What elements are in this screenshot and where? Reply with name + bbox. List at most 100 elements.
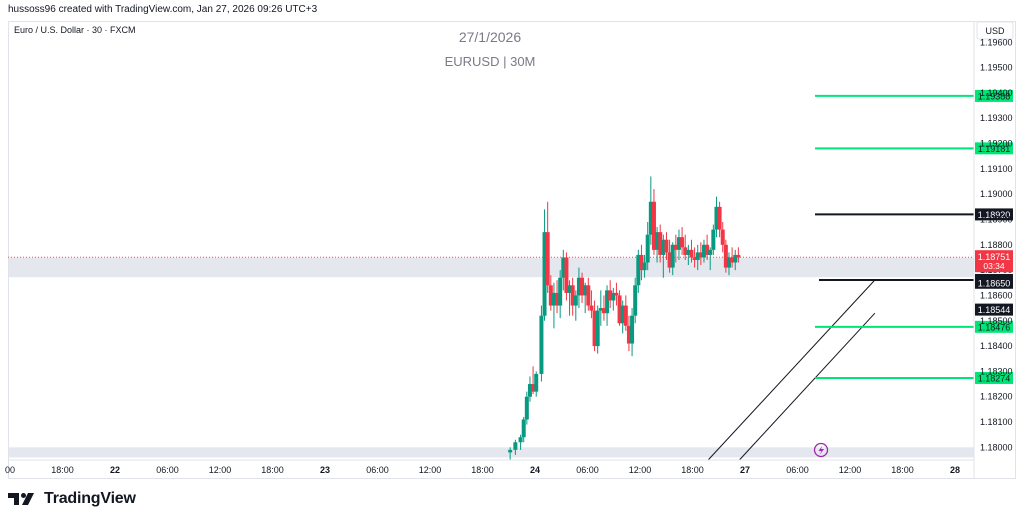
axis-label-tag-0: [975, 276, 1013, 289]
candle-body-60: [701, 244, 706, 258]
candle-body-69: [730, 257, 735, 263]
candle-body-42: [645, 234, 650, 263]
candle-body-25: [592, 310, 597, 347]
candle-body-43: [648, 201, 653, 235]
candle-body-63: [711, 229, 716, 250]
level-label-5: 1.18274: [978, 373, 1011, 383]
time-tick-2: 22: [110, 465, 120, 475]
time-tick-4: 12:00: [209, 465, 232, 475]
candle-body-50: [670, 244, 675, 268]
level-tag-5: [975, 371, 1013, 384]
candle-body-17: [567, 285, 572, 293]
tradingview-logo[interactable]: TradingView: [8, 490, 136, 508]
axis-label-0: 1.18650: [978, 278, 1011, 288]
price-tick-13: 1.18300: [980, 366, 1013, 376]
axis-label-1: 1.18544: [978, 305, 1011, 315]
candle-body-15: [561, 257, 566, 278]
candle-body-33: [617, 295, 622, 324]
time-tick-3: 06:00: [156, 465, 179, 475]
candle-body-23: [586, 285, 591, 306]
candle-body-18: [570, 285, 575, 306]
time-tick-6: 23: [320, 465, 330, 475]
time-tick-0: 00: [5, 465, 15, 475]
candle-body-53: [680, 237, 685, 248]
channel-lower-line[interactable]: [739, 312, 876, 461]
time-tick-8: 12:00: [419, 465, 442, 475]
candle-body-56: [689, 249, 694, 258]
candle-body-52: [676, 237, 681, 250]
currency-button[interactable]: [976, 21, 1014, 40]
axis-label-tag-1: [975, 303, 1013, 316]
candle-body-22: [583, 285, 588, 296]
zone-0: [8, 257, 974, 278]
candle-body-30: [608, 290, 613, 301]
chart-frame: [8, 21, 1016, 479]
price-tick-6: 1.19000: [980, 189, 1013, 199]
candle-body-54: [683, 247, 688, 255]
candle-body-26: [595, 310, 600, 347]
price-tick-8: 1.18800: [980, 240, 1013, 250]
price-tick-14: 1.18200: [980, 392, 1013, 402]
price-tick-15: 1.18100: [980, 417, 1013, 427]
price-tick-16: 1.18000: [980, 442, 1013, 452]
candle-body-5: [527, 384, 532, 397]
candle-body-71: [736, 254, 741, 258]
level-label-2: 1.18920: [978, 210, 1011, 220]
candle-body-31: [611, 292, 616, 301]
candle-body-24: [589, 305, 594, 311]
zone-1: [8, 447, 974, 458]
candle-body-20: [576, 277, 581, 296]
time-tick-1: 18:00: [51, 465, 74, 475]
candle-body-16: [564, 257, 569, 293]
candle-body-2: [518, 437, 523, 443]
price-tick-4: 1.19200: [980, 139, 1013, 149]
candle-body-4: [524, 396, 529, 420]
symbol-line: Euro / U.S. Dollar · 30 · FXCM: [14, 25, 136, 35]
chart-attribution: hussoss96 created with TradingView.com, …: [8, 4, 318, 15]
candle-body-39: [636, 254, 641, 286]
candle-body-64: [714, 206, 719, 230]
candle-body-67: [723, 244, 728, 268]
time-tick-7: 06:00: [366, 465, 389, 475]
lightning-icon[interactable]: [813, 442, 829, 458]
candle-body-38: [633, 285, 638, 316]
time-tick-17: 18:00: [891, 465, 914, 475]
candle-body-45: [655, 232, 660, 250]
price-tick-11: 1.18500: [980, 316, 1013, 326]
price-chart[interactable]: Euro / U.S. Dollar · 30 · FXCM 27/1/2026…: [0, 0, 1024, 480]
time-tick-9: 18:00: [471, 465, 494, 475]
candle-body-36: [626, 325, 631, 344]
time-tick-5: 18:00: [261, 465, 284, 475]
candle-body-19: [573, 295, 578, 306]
candle-body-10: [545, 232, 550, 286]
price-tick-3: 1.19300: [980, 113, 1013, 123]
candle-body-70: [733, 254, 738, 263]
candle-body-3: [521, 419, 526, 438]
channel-upper-line[interactable]: [707, 279, 876, 461]
time-tick-10: 24: [530, 465, 540, 475]
candle-body-8: [539, 315, 544, 374]
candle-body-9: [542, 232, 547, 316]
price-tick-12: 1.18400: [980, 341, 1013, 351]
level-label-0: 1.19388: [978, 91, 1011, 101]
price-tick-0: 1.19600: [980, 37, 1013, 47]
candle-body-37: [630, 315, 635, 344]
price-tick-7: 1.18900: [980, 214, 1013, 224]
level-label-1: 1.19181: [978, 144, 1011, 154]
candle-body-7: [534, 373, 539, 392]
candle-body-68: [726, 257, 731, 268]
candle-body-13: [555, 292, 560, 306]
candle-body-11: [548, 285, 553, 306]
time-tick-11: 06:00: [576, 465, 599, 475]
price-tick-5: 1.19100: [980, 164, 1013, 174]
level-tag-0: [975, 89, 1013, 102]
candle-body-61: [705, 244, 710, 255]
candle-body-21: [580, 277, 585, 296]
candle-body-6: [531, 384, 536, 392]
tradingview-wordmark: TradingView: [44, 490, 136, 507]
last-price-tag: [975, 250, 1013, 273]
candle-body-41: [642, 262, 647, 271]
level-tag-2: [975, 208, 1013, 221]
candle-body-0: [508, 449, 513, 453]
candle-body-29: [605, 290, 610, 314]
